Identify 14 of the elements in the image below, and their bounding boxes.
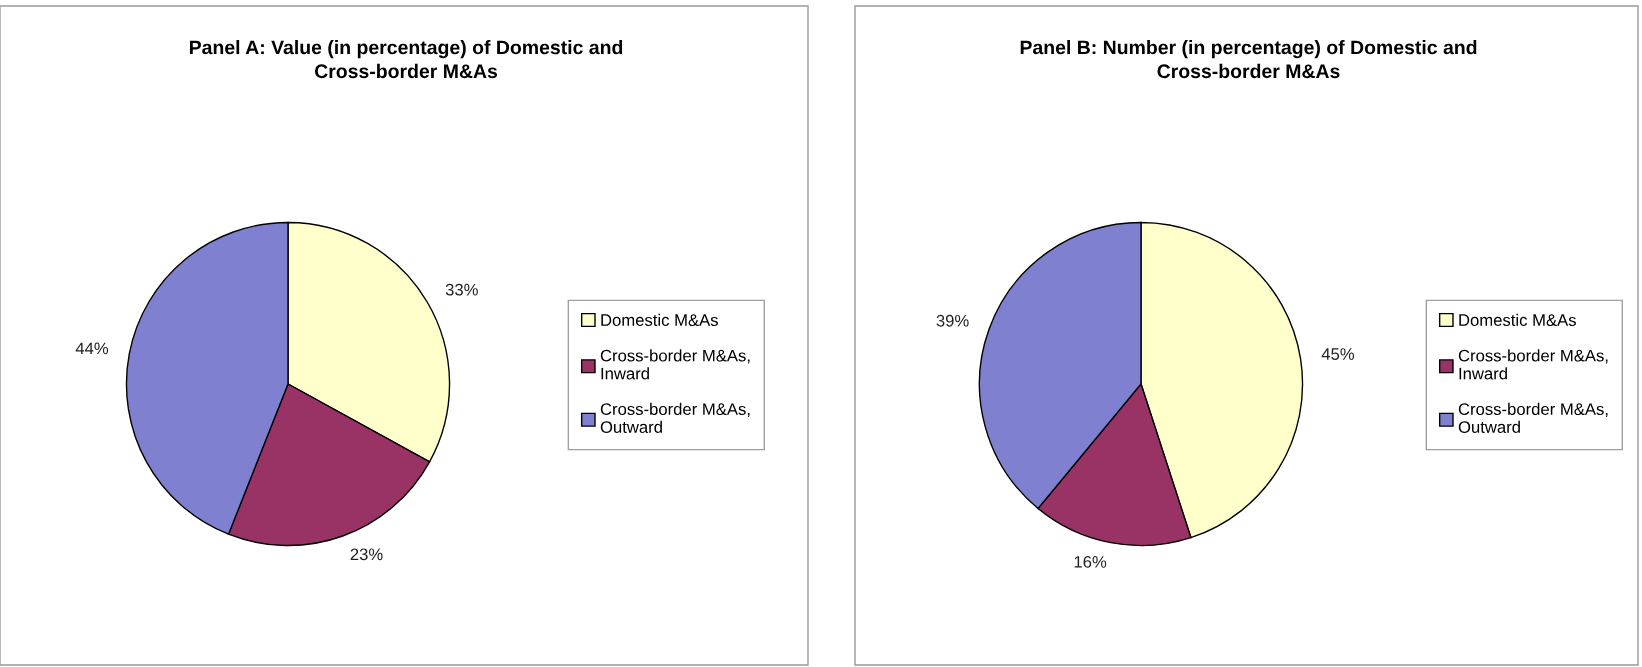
legend-label: Cross-border M&As, Outward	[600, 402, 750, 433]
data-label: 33%	[445, 283, 478, 296]
legend-label: Domestic M&As	[601, 313, 718, 326]
legend-label: Domestic M&As	[1459, 313, 1576, 326]
data-label: 16%	[1074, 555, 1107, 568]
chart-title: Panel B: Number (in percentage) of Domestic and Cross-border M&As	[1020, 40, 1477, 79]
legend-label: Cross-border M&As, Outward	[1458, 402, 1608, 433]
chart-title: Panel A: Value (in percentage) of Domestic and Cross-border M&As	[189, 40, 623, 79]
data-label: 44%	[75, 342, 109, 355]
data-label: 45%	[1321, 348, 1355, 360]
legend-label: Cross-border M&As, Inward	[600, 349, 750, 380]
legend-label: Cross-border M&As, Inward	[1458, 349, 1608, 380]
data-label: 39%	[936, 314, 969, 327]
data-label: 23%	[350, 548, 383, 561]
